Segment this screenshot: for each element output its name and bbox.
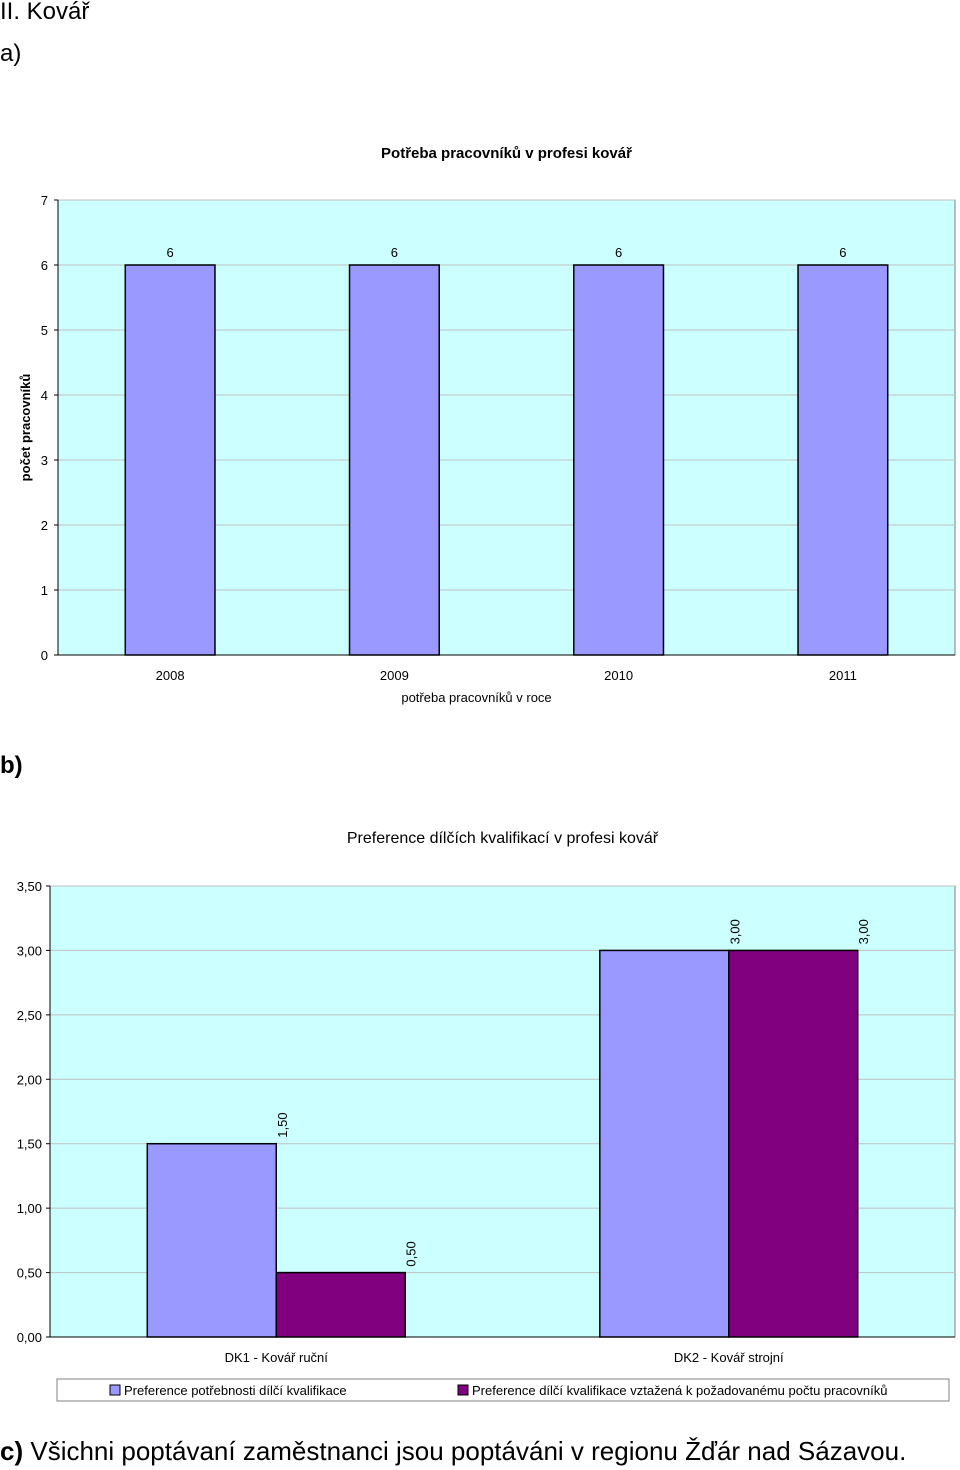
chart-a-xtick-label: 2008 (156, 668, 185, 683)
chart-a-bar (348, 264, 440, 656)
section-note-c: c) Všichni poptávaní zaměstnanci jsou po… (0, 1436, 906, 1467)
chart-b-legend-label: Preference dílčí kvalifikace vztažená k … (472, 1383, 888, 1398)
chart-b-legend-swatch (109, 1384, 121, 1396)
chart-b-bar (728, 949, 859, 1338)
chart-a-data-label: 6 (167, 245, 174, 260)
chart-a-xlabel: potřeba pracovníků v roce (401, 690, 551, 705)
chart-b-ytick-label: 0,50 (17, 1266, 42, 1281)
chart-b-xtick-label: DK2 - Kovář strojní (674, 1350, 784, 1365)
chart-b-title: Preference dílčích kvalifikací v profesi… (347, 830, 659, 847)
chart-a-title: Potřeba pracovníků v profesi kovář (381, 145, 632, 162)
chart-a-ylabel: počet pracovníků (18, 374, 33, 482)
chart-b-bar (146, 1142, 277, 1338)
chart-b-bar (599, 949, 730, 1338)
chart-a-ytick-label: 6 (41, 258, 48, 273)
chart-a-xtick-label: 2011 (829, 668, 857, 683)
chart-b-legend (56, 1378, 950, 1402)
chart-a-ytick-label: 4 (41, 388, 48, 403)
chart-b-data-label: 1,50 (275, 1112, 290, 1137)
chart-a-ytick-label: 1 (41, 583, 48, 598)
chart-a-ytick-label: 7 (41, 193, 48, 208)
chart-b-data-label: 3,00 (727, 919, 742, 944)
chart-a-bar (573, 264, 665, 656)
chart-b-ytick-label: 2,00 (17, 1072, 42, 1087)
chart-b-ytick-label: 2,50 (17, 1008, 42, 1023)
chart-a-ytick-label: 5 (41, 323, 48, 338)
chart-a-ytick-label: 2 (41, 518, 48, 533)
section-label-a: a) (0, 40, 22, 67)
chart-b-xtick-label: DK1 - Kovář ruční (225, 1350, 329, 1365)
chart-b-bar (275, 1271, 406, 1338)
chart-b-ytick-label: 1,00 (17, 1201, 42, 1216)
chart-b-ytick-label: 1,50 (17, 1137, 42, 1152)
chart-a-ytick-label: 0 (41, 648, 48, 663)
note-prefix: c) (0, 1436, 24, 1466)
chart-b-legend-label: Preference potřebnosti dílčí kvalifikace (124, 1383, 347, 1398)
chart-b-legend-swatch (457, 1384, 469, 1396)
chart-b-data-label: 0,50 (404, 1241, 419, 1266)
chart-a-data-label: 6 (615, 245, 622, 260)
note-text: Všichni poptávaní zaměstnanci jsou poptá… (23, 1436, 907, 1466)
chart-a-bar (124, 264, 216, 656)
chart-a-data-label: 6 (391, 245, 398, 260)
chart-a-xtick-label: 2010 (604, 668, 633, 683)
chart-b-data-label: 3,00 (856, 919, 871, 944)
chart-b-ytick-label: 3,00 (17, 943, 42, 958)
chart-a-data-label: 6 (839, 245, 846, 260)
chart-b-ytick-label: 0,00 (17, 1330, 42, 1345)
chart-a-bar (797, 264, 889, 656)
section-label-b: b) (0, 752, 23, 779)
page-heading: II. Kovář (0, 0, 90, 25)
chart-b-ytick-label: 3,50 (17, 879, 42, 894)
chart-a-ytick-label: 3 (41, 453, 48, 468)
chart-a-xtick-label: 2009 (380, 668, 409, 683)
